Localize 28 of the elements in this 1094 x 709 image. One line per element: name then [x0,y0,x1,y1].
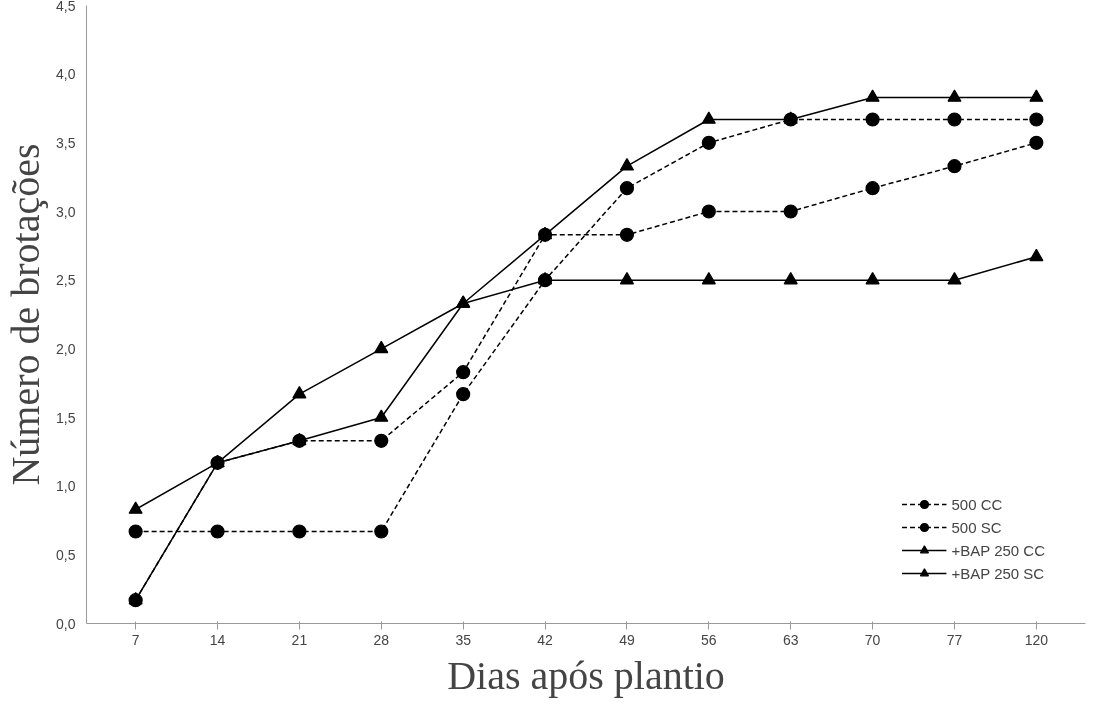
x-tick-label: 21 [291,631,308,648]
x-axis-title: Dias após plantio [447,652,725,698]
x-tick-label: 35 [455,631,472,648]
y-tick-label: 3,5 [56,134,76,151]
x-tick-label: 56 [701,631,717,648]
x-tick-label: 14 [209,631,226,648]
legend-label: 500 CC [951,495,1003,513]
x-tick-label: 42 [537,631,554,648]
legend-label: +BAP 250 CC [951,541,1045,559]
y-tick-label: 1,0 [56,478,76,495]
y-tick-label: 1,5 [56,409,76,426]
y-tick-label: 2,0 [56,340,76,357]
y-tick-label: 0,0 [56,615,76,632]
y-tick-label: 0,5 [56,546,76,563]
y-tick-label: 4,0 [56,66,76,83]
x-tick-label: 28 [373,631,390,648]
y-tick-label: 4,5 [56,0,76,14]
x-tick-label: 63 [782,631,799,648]
x-tick-label: 49 [619,631,635,648]
legend-label: 500 SC [951,518,1002,536]
y-tick-label: 3,0 [56,203,76,220]
y-tick-label: 2,5 [56,272,76,289]
x-tick-label: 120 [1024,631,1049,648]
y-axis-title: Número de brotações [3,143,49,486]
x-tick-label: 70 [864,631,881,648]
legend-label: +BAP 250 SC [951,564,1045,582]
x-tick-label: 7 [131,631,140,648]
x-tick-label: 77 [946,631,963,648]
